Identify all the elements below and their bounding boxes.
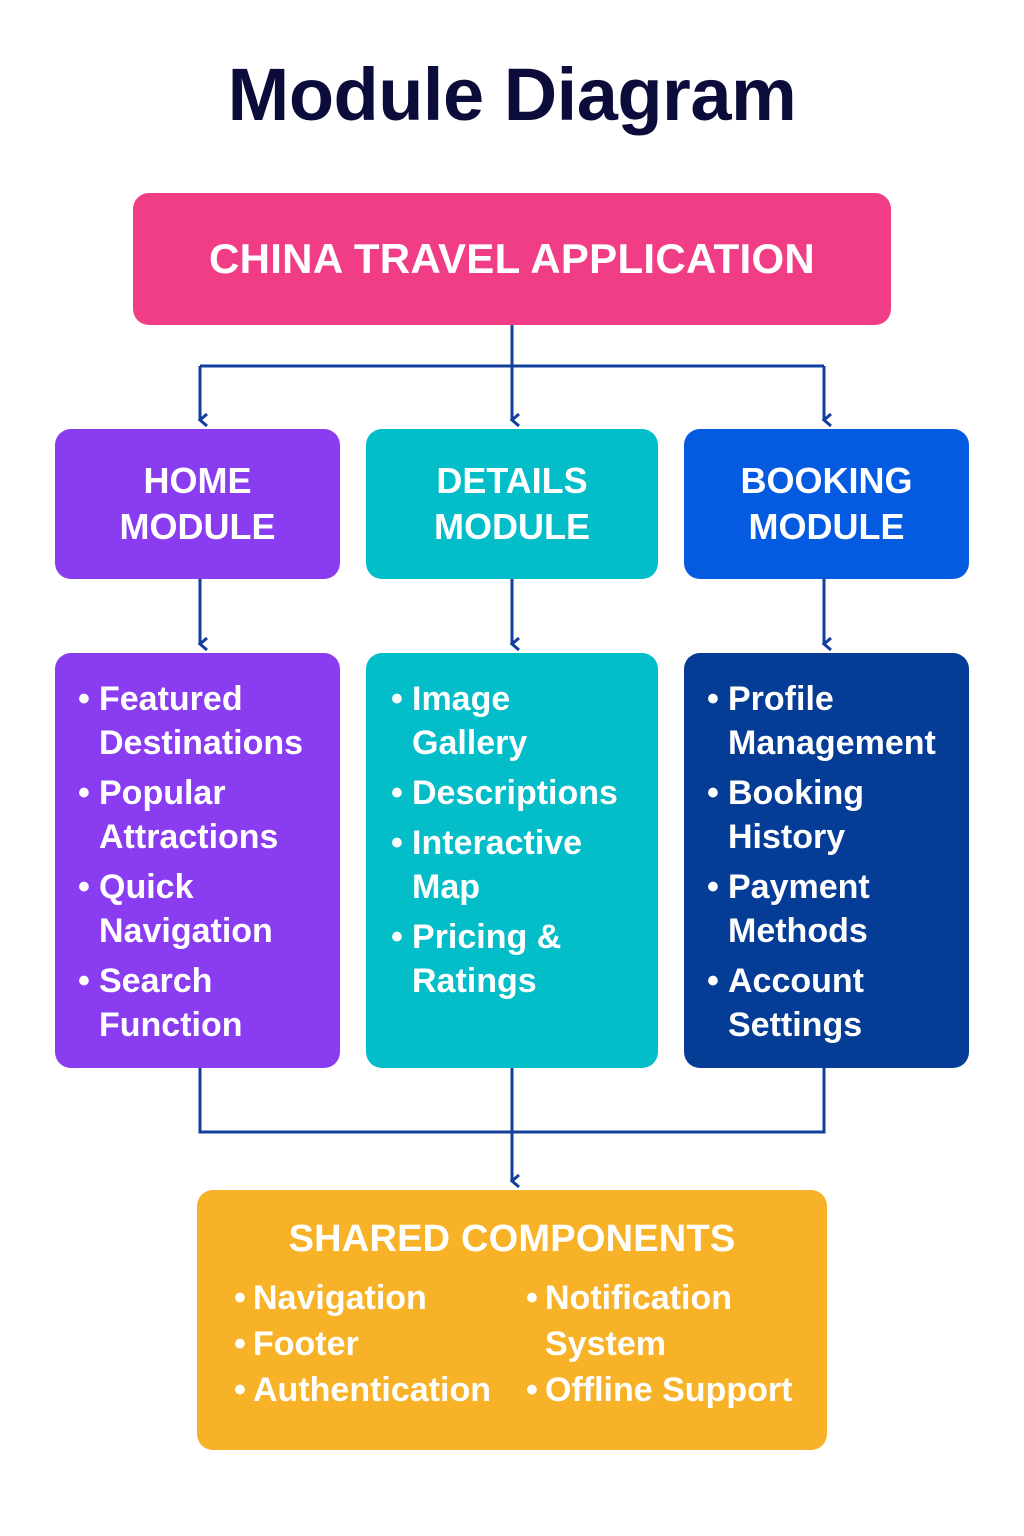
list-item: • Featured Destinations — [69, 677, 334, 765]
list-item: • Payment Methods — [698, 865, 963, 953]
bullet-icon: • — [234, 1279, 246, 1317]
list-item: • Offline Support — [519, 1367, 792, 1413]
root-app-label: CHINA TRAVEL APPLICATION — [208, 235, 816, 282]
bullet-icon: • — [707, 774, 719, 812]
home-module-line2: MODULE — [119, 506, 276, 547]
home-module-box: HOME MODULE — [55, 429, 340, 579]
list-item: • Profile Management — [698, 677, 963, 765]
bullet-icon: • — [707, 680, 719, 718]
list-item: • Descriptions — [382, 771, 652, 815]
details-module-line1: DETAILS — [436, 460, 588, 501]
home-features-list: • Featured Destinations • Popular Attracti… — [69, 677, 334, 1047]
list-item: • Authentication — [227, 1367, 491, 1413]
list-item: • Interactive Map — [382, 821, 652, 909]
list-item: • Navigation — [227, 1275, 491, 1321]
shared-right-column: • Notification System • Offline Support — [519, 1275, 792, 1413]
list-item: • Search Function — [69, 959, 334, 1047]
list-item: • Notification System — [519, 1275, 792, 1367]
details-module-box: DETAILS MODULE — [366, 429, 658, 579]
bullet-icon: • — [526, 1371, 538, 1409]
list-item: • Account Settings — [698, 959, 963, 1047]
bullet-icon: • — [391, 824, 403, 862]
bullet-icon: • — [707, 868, 719, 906]
bullet-icon: • — [234, 1325, 246, 1363]
booking-features-list: • Profile Management • Booking History • Pa… — [698, 677, 963, 1047]
shared-left-column: • Navigation • Footer • Authentication — [227, 1275, 491, 1413]
details-features-box: • Image Gallery • Descriptions • Interactiv… — [366, 653, 658, 1068]
bullet-icon: • — [78, 962, 90, 1000]
details-features-list: • Image Gallery • Descriptions • Interactiv… — [382, 677, 652, 1003]
list-item: • Popular Attractions — [69, 771, 334, 859]
bullet-icon: • — [707, 962, 719, 1000]
page-title: Module Diagram — [227, 53, 797, 136]
bullet-icon: • — [234, 1371, 246, 1409]
bullet-icon: • — [78, 774, 90, 812]
shared-components-box: SHARED COMPONENTS • Navigation • Footer • A… — [197, 1190, 827, 1450]
shared-components-title: SHARED COMPONENTS — [288, 1218, 736, 1260]
list-item: • Footer — [227, 1321, 491, 1367]
booking-module-line1: BOOKING — [740, 460, 913, 501]
booking-features-box: • Profile Management • Booking History • Pa… — [684, 653, 969, 1068]
bullet-icon: • — [391, 680, 403, 718]
root-app-box: CHINA TRAVEL APPLICATION — [133, 193, 891, 325]
bullet-icon: • — [78, 868, 90, 906]
list-item: • Image Gallery — [382, 677, 652, 765]
list-item: • Booking History — [698, 771, 963, 859]
bullet-icon: • — [78, 680, 90, 718]
bullet-icon: • — [391, 774, 403, 812]
booking-module-box: BOOKING MODULE — [684, 429, 969, 579]
home-features-box: • Featured Destinations • Popular Attracti… — [55, 653, 340, 1068]
booking-module-line2: MODULE — [748, 506, 905, 547]
details-module-line2: MODULE — [434, 506, 590, 547]
bullet-icon: • — [526, 1279, 538, 1317]
home-module-line1: HOME — [143, 460, 252, 501]
bullet-icon: • — [391, 918, 403, 956]
list-item: • Quick Navigation — [69, 865, 334, 953]
list-item: • Pricing & Ratings — [382, 915, 652, 1003]
